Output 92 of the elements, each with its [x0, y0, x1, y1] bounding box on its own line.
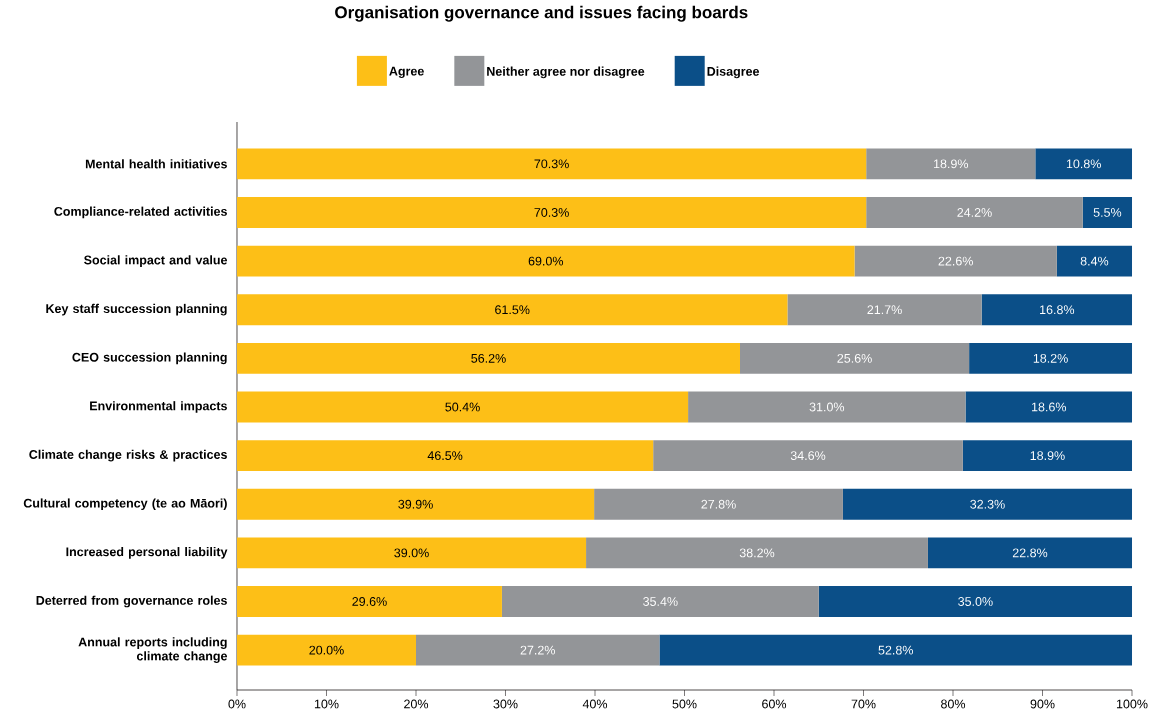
- data-label: 29.6%: [352, 597, 387, 606]
- data-label: 16.8%: [1040, 305, 1075, 315]
- bar: [237, 391, 689, 423]
- bar: [237, 440, 654, 472]
- bar: [237, 294, 788, 326]
- bar: [237, 197, 867, 228]
- data-label: 70.3%: [534, 208, 569, 217]
- bar: [866, 148, 1036, 180]
- data-label: 38.2%: [739, 548, 775, 558]
- bar: [237, 342, 740, 374]
- data-label: 35.0%: [958, 597, 993, 606]
- data-label: 69.0%: [528, 256, 564, 266]
- data-label: 46.5%: [427, 451, 463, 461]
- data-label: 27.8%: [701, 499, 736, 509]
- x-tick-label: 10%: [314, 699, 339, 709]
- x-tick-label: 90%: [1030, 699, 1055, 709]
- bar: [787, 294, 982, 326]
- data-label: 18.9%: [1030, 451, 1065, 461]
- bar: [969, 342, 1133, 374]
- x-tick-label: 60%: [762, 699, 787, 709]
- x-tick-label: 30%: [493, 699, 518, 709]
- data-label: 50.4%: [445, 402, 480, 412]
- y-tick-label: Social impact and value: [84, 255, 228, 267]
- data-label: 34.6%: [790, 451, 826, 461]
- x-tick-label: 70%: [851, 699, 876, 709]
- bar: [739, 342, 970, 374]
- data-label: 39.9%: [398, 499, 433, 509]
- x-tick-label: 40%: [582, 699, 608, 709]
- y-tick-label: Environmental impacts: [90, 401, 227, 413]
- bar: [842, 488, 1133, 520]
- data-label: 20.0%: [309, 645, 344, 655]
- data-label: 31.0%: [809, 402, 845, 412]
- data-label: 27.2%: [520, 645, 555, 655]
- y-tick-label: Annual reports including climate change: [78, 637, 228, 663]
- data-label: 35.4%: [643, 597, 678, 606]
- y-tick-label: Cultural competency (te ao Māori): [23, 498, 227, 511]
- y-tick-label: Deterred from governance roles: [36, 595, 227, 608]
- bar: [962, 440, 1133, 472]
- bar: [659, 634, 1133, 666]
- data-label: 18.6%: [1032, 402, 1067, 412]
- data-label: 10.8%: [1066, 159, 1101, 169]
- data-label: 25.6%: [837, 353, 872, 363]
- bar: [501, 586, 819, 617]
- bar: [237, 148, 867, 180]
- data-label: 22.8%: [1012, 548, 1048, 558]
- y-tick-label: Climate change risks & practices: [29, 449, 227, 462]
- x-tick-label: 0%: [228, 699, 246, 709]
- bar: [237, 537, 587, 569]
- x-tick-label: 20%: [404, 699, 429, 709]
- bar: [416, 634, 660, 666]
- x-tick-label: 100%: [1116, 699, 1148, 709]
- data-label: 24.2%: [957, 208, 992, 217]
- bar: [818, 586, 1133, 617]
- bar: [237, 488, 595, 520]
- data-label: 56.2%: [471, 353, 506, 363]
- bar: [237, 586, 502, 617]
- data-label: 39.0%: [394, 548, 429, 558]
- y-tick-label: Mental health initiatives: [85, 159, 227, 169]
- data-label: 21.7%: [867, 305, 902, 315]
- bar: [1056, 245, 1133, 277]
- bar: [594, 488, 843, 520]
- bar: [1035, 148, 1133, 180]
- bar: [1082, 197, 1133, 228]
- data-label: 52.8%: [878, 645, 913, 655]
- bar: [965, 391, 1133, 423]
- bar: [653, 440, 963, 472]
- bar: [866, 197, 1083, 228]
- y-tick-label: Increased personal liability: [66, 547, 228, 559]
- data-label: 22.6%: [938, 256, 973, 266]
- bar: [237, 634, 416, 666]
- data-label: 32.3%: [970, 499, 1005, 509]
- x-tick-label: 80%: [941, 699, 966, 709]
- data-label: 70.3%: [534, 159, 569, 169]
- legend-label: Agree: [389, 66, 424, 79]
- data-label: 18.2%: [1033, 353, 1068, 363]
- bar: [927, 537, 1133, 569]
- bar: [854, 245, 1057, 277]
- legend-label: Disagree: [707, 66, 760, 79]
- bar: [586, 537, 928, 569]
- data-label: 8.4%: [1080, 256, 1109, 266]
- data-label: 61.5%: [495, 305, 530, 315]
- chart-title: Organisation governance and issues facing boards: [335, 5, 748, 22]
- y-tick-label: CEO succession planning: [72, 352, 227, 365]
- x-tick-label: 50%: [672, 699, 697, 709]
- bar: [237, 245, 855, 277]
- y-tick-label: Compliance-related activities: [54, 206, 227, 219]
- data-label: 18.9%: [934, 159, 969, 169]
- data-label: 5.5%: [1093, 208, 1122, 217]
- bar: [981, 294, 1133, 326]
- y-tick-label: Key staff succession planning: [46, 303, 227, 316]
- bar: [688, 391, 966, 423]
- legend-label: Neither agree nor disagree: [487, 66, 645, 79]
